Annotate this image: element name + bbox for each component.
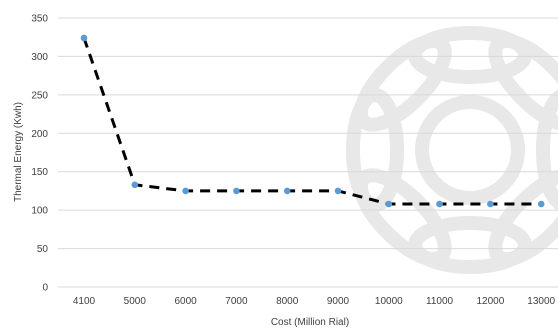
x-axis-tick-labels: 4100 5000 6000 7000 8000 9000 10000 11000 12000 1… [73,296,556,307]
data-point [436,200,443,208]
data-point [80,34,88,42]
trendline [82,37,542,206]
x-tick-label: 12000 [476,296,504,307]
watermark-petal [353,168,452,267]
watermark-logo [346,26,558,274]
x-tick-label: 11000 [426,296,454,307]
y-tick-label: 150 [31,167,48,178]
x-tick-label: 6000 [174,296,197,307]
x-tick-label: 13000 [527,296,555,307]
y-tick-label: 350 [31,14,48,25]
y-tick-label: 200 [31,129,48,140]
x-tick-label: 4100 [73,296,96,307]
series-line [82,37,542,206]
y-tick-label: 300 [31,52,48,63]
data-point [385,200,393,208]
x-tick-label: 7000 [225,296,248,307]
watermark-petal [536,88,558,212]
y-axis-title: Thermal Energy (Kwh) [13,102,24,202]
x-tick-label: 10000 [375,296,403,307]
data-point [487,200,494,208]
data-point [233,187,240,195]
data-point [283,187,291,195]
y-tick-label: 100 [31,206,48,217]
gridlines [58,17,558,288]
watermark-petal [488,168,558,267]
x-tick-label: 9000 [327,296,350,307]
watermark-petal [353,33,452,132]
watermark-petal [408,26,532,84]
watermark-petal [408,216,532,274]
watermark-ring [415,95,525,205]
x-tick-label: 5000 [124,296,147,307]
y-tick-label: 250 [31,90,48,101]
x-tick-label: 8000 [276,296,299,307]
data-point [537,200,545,208]
y-tick-label: 0 [42,283,48,294]
y-axis-tick-labels: 0 50 100 150 200 250 300 350 [31,14,48,294]
watermark-petal [488,33,558,132]
x-axis-title: Cost (Million Rial) [271,317,349,328]
data-point [131,181,139,189]
y-tick-label: 50 [37,244,49,255]
data-point [334,187,342,195]
data-point [182,187,189,195]
data-points [80,34,545,208]
